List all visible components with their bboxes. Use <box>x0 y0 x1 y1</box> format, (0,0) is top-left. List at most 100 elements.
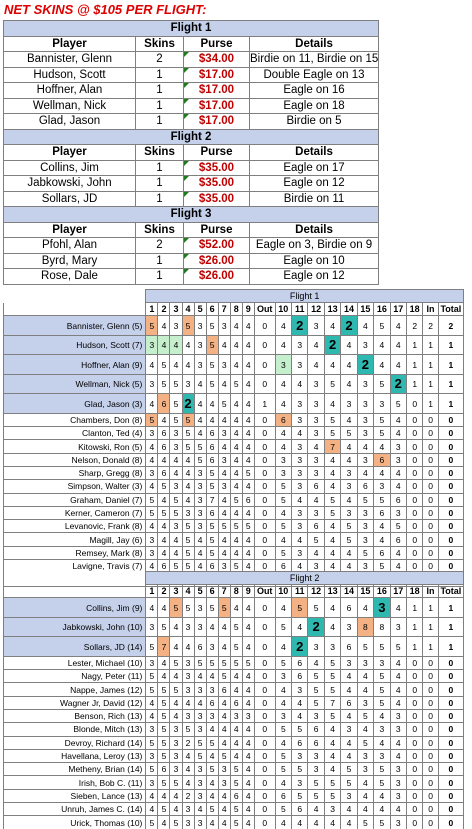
score-cell: 5 <box>373 412 391 428</box>
total-cell: 0 <box>437 815 465 829</box>
score-cell: 1 <box>422 334 439 356</box>
player-name: Benson, Rich (13) <box>2 708 147 724</box>
score-cell: 4 <box>307 492 325 507</box>
summary-player: Hoffner, Alan <box>3 82 136 99</box>
score-cell: 4 <box>291 695 309 710</box>
score-cell: 4 <box>217 545 231 561</box>
score-cell: 3 <box>307 426 325 441</box>
hole-header: Out <box>253 583 276 599</box>
player-name: Irish, Bob C. (11) <box>2 775 147 790</box>
score-cell: 3 <box>340 479 358 494</box>
score-cell: 4 <box>274 315 293 336</box>
score-cell: 5 <box>307 682 325 697</box>
player-row: Glad, Jason (3) 4 6 5 2 4 4 5 4 4 1 4 3 3 4 3 3 3 5 0 1 1 <box>2 393 465 414</box>
score-cell: 5 <box>193 655 207 671</box>
score-cell: 0 <box>253 465 276 481</box>
score-cell: 5 <box>229 802 243 817</box>
score-cell: 0 <box>405 492 424 507</box>
summary-skins: 1 <box>135 82 184 99</box>
score-cell: 4 <box>323 815 342 829</box>
score-cell: 4 <box>340 492 358 507</box>
summary-row: Collins, Jim 1 $35.00 Eagle on 17 <box>3 159 380 176</box>
score-cell: 0 <box>405 465 424 481</box>
score-cell: 4 <box>181 452 195 467</box>
score-cell: 3 <box>193 597 207 618</box>
score-cell: 4 <box>307 334 325 356</box>
score-cell: 6 <box>291 655 309 671</box>
score-cell: 5 <box>274 748 293 764</box>
player-name: Hudson, Scott (7) <box>2 334 147 356</box>
score-cell: 5 <box>323 373 342 395</box>
score-cell: 4 <box>145 393 159 414</box>
score-cell: 5 <box>145 735 159 750</box>
score-cell: 4 <box>205 815 219 829</box>
score-cell: 7 <box>205 492 219 507</box>
score-cell: 3 <box>307 452 325 467</box>
score-cell: 4 <box>169 354 183 375</box>
score-cell: 5 <box>157 802 171 817</box>
score-cell: 4 <box>193 412 207 428</box>
score-cell: 5 <box>205 532 219 547</box>
score-cell: 2 <box>307 616 325 638</box>
score-cell: 5 <box>323 505 342 521</box>
score-cell: 4 <box>291 532 309 547</box>
player-row: Irish, Bob C. (11) 3 5 5 4 3 4 3 5 4 0 4 3 5 5 5 4 5 3 0 0 0 <box>2 775 465 790</box>
score-cell: 4 <box>157 315 171 336</box>
score-cell: 4 <box>340 334 358 356</box>
score-cell: 4 <box>217 465 231 481</box>
score-cell: 4 <box>389 479 407 494</box>
score-cell: 4 <box>274 695 293 710</box>
score-cell: 5 <box>340 762 358 777</box>
hole-header: 3 <box>169 583 183 599</box>
score-cell: 4 <box>389 682 407 697</box>
player-name: Glad, Jason (3) <box>2 393 147 414</box>
summary-header-row: Player Skins Purse Details <box>3 144 380 161</box>
summary-purse: $17.00 <box>183 97 250 114</box>
summary-player: Sollars, JD <box>3 190 136 207</box>
score-cell: 5 <box>241 655 255 671</box>
player-name: Remsey, Mark (8) <box>2 545 147 561</box>
hole-header: 9 <box>241 301 255 317</box>
score-cell: 4 <box>373 708 391 724</box>
player-row: Metheny, Brian (14) 5 6 3 4 3 5 3 5 4 0 5 5 3 4 5 3 5 3 0 0 0 <box>2 762 465 777</box>
score-cell: 5 <box>373 682 391 697</box>
score-cell: 4 <box>373 532 391 547</box>
score-cell: 4 <box>373 334 391 356</box>
score-cell: 5 <box>157 354 171 375</box>
score-cell: 4 <box>241 775 255 790</box>
score-cell: 6 <box>373 545 391 561</box>
score-cell: 5 <box>373 669 391 684</box>
score-cell: 3 <box>145 532 159 547</box>
score-cell: 3 <box>217 315 231 336</box>
score-cell: 0 <box>253 426 276 441</box>
score-cell: 4 <box>356 597 375 618</box>
score-cell: 4 <box>241 315 255 336</box>
score-cell: 5 <box>291 762 309 777</box>
score-cell: 3 <box>193 315 207 336</box>
score-cell: 4 <box>389 748 407 764</box>
score-cell: 6 <box>291 735 309 750</box>
score-cell: 3 <box>181 802 195 817</box>
hole-header: 10 <box>274 301 293 317</box>
total-cell: 2 <box>437 315 465 336</box>
total-cell: 0 <box>437 452 465 467</box>
hole-header: 2 <box>157 301 171 317</box>
total-cell: 0 <box>437 802 465 817</box>
score-cell: 4 <box>356 465 375 481</box>
score-cell: 4 <box>241 597 255 618</box>
score-cell: 4 <box>241 532 255 547</box>
score-cell: 5 <box>356 815 375 829</box>
score-cell: 4 <box>389 412 407 428</box>
score-cell: 5 <box>169 815 183 829</box>
score-cell: 0 <box>405 722 424 737</box>
score-cell: 4 <box>157 545 171 561</box>
total-cell: 0 <box>437 722 465 737</box>
score-cell: 5 <box>169 655 183 671</box>
summary-header-row: Player Skins Purse Details <box>3 35 380 52</box>
flight-title-row: Flight 1 <box>2 20 380 37</box>
score-cell: 6 <box>274 412 293 428</box>
score-cell: 3 <box>307 762 325 777</box>
score-cell: 5 <box>169 373 183 395</box>
total-cell: 0 <box>437 735 465 750</box>
score-cell: 4 <box>169 616 183 638</box>
